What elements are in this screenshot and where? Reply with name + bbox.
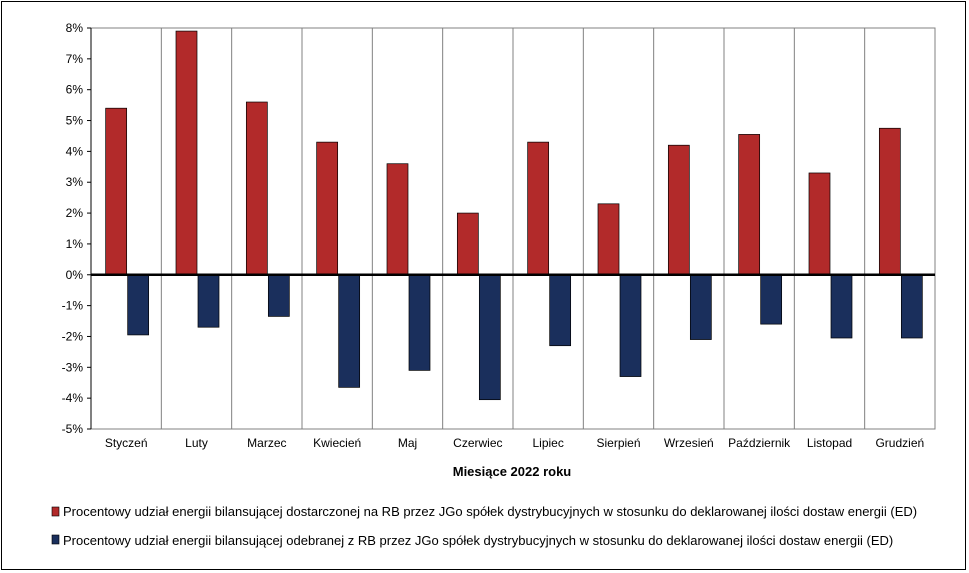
x-tick-label: Lipiec: [532, 436, 563, 450]
y-tick-label: 6%: [66, 83, 84, 97]
bar-series-2-3: [267, 274, 290, 317]
x-tick-labels: Styczeń Luty Marzec Kwiecień Maj Czerwiec Lipi…: [105, 436, 924, 450]
bar-series-1-12: [878, 127, 901, 276]
bar-series-1-9: [667, 144, 690, 276]
bar-series-1-4: [316, 141, 339, 276]
x-tick-label: Maj: [398, 436, 417, 450]
x-tick-label: Kwiecień: [313, 436, 361, 450]
x-tick-label: Marzec: [247, 436, 286, 450]
y-tick-label: 3%: [66, 175, 84, 189]
bar-series-1-8: [597, 203, 620, 276]
y-tick-label: -4%: [62, 391, 84, 405]
bar-series-2-8: [619, 274, 642, 377]
bar-series-2-6: [478, 274, 501, 401]
y-tick-label: -3%: [62, 360, 84, 374]
legend-label-series-1: Procentowy udział energii bilansującej d…: [63, 504, 917, 519]
legend: Procentowy udział energii bilansującej d…: [51, 504, 917, 548]
x-axis-label: Miesiące 2022 roku: [453, 464, 572, 479]
legend-swatch-series-1: [51, 506, 60, 517]
bar-series-2-4: [338, 274, 361, 388]
bar-series-2-11: [830, 274, 853, 339]
y-tick-label: -2%: [62, 329, 84, 343]
bar-series-1-11: [808, 172, 831, 276]
x-tick-label: Wrzesień: [664, 436, 714, 450]
bars: [90, 28, 935, 429]
x-tick-label: Grudzień: [875, 436, 924, 450]
bar-series-2-5: [408, 274, 431, 371]
y-tick-label: 1%: [66, 237, 84, 251]
bar-series-2-9: [689, 274, 712, 340]
bar-series-2-10: [760, 274, 783, 325]
bar-series-1-10: [738, 134, 761, 276]
y-tick-label: 7%: [66, 52, 84, 66]
x-tick-label: Styczeń: [105, 436, 148, 450]
legend-label-series-2: Procentowy udział energii bilansującej o…: [63, 533, 893, 548]
bar-series-2-7: [549, 274, 572, 347]
bar-series-1-5: [386, 163, 409, 276]
y-tick-label: -1%: [62, 299, 84, 313]
x-tick-label: Październik: [728, 436, 791, 450]
bar-series-1-3: [245, 101, 268, 276]
bar-series-1-7: [527, 141, 550, 276]
grid-lines: [87, 27, 936, 430]
x-tick-label: Sierpień: [596, 436, 640, 450]
y-tick-label: 8%: [66, 21, 84, 35]
x-tick-label: Czerwiec: [453, 436, 502, 450]
bar-series-2-12: [900, 274, 923, 339]
bar-series-2-2: [197, 274, 220, 328]
bar-series-1-1: [105, 107, 128, 276]
x-tick-label: Luty: [185, 436, 208, 450]
y-tick-label: 5%: [66, 114, 84, 128]
bar-series-2-1: [127, 274, 150, 336]
y-tick-label: -5%: [62, 422, 84, 436]
bar-series-1-6: [456, 212, 479, 276]
y-tick-label: 2%: [66, 206, 84, 220]
x-tick-label: Listopad: [807, 436, 852, 450]
bar-series-1-2: [175, 30, 198, 276]
y-tick-label: 0%: [66, 268, 84, 282]
y-tick-label: 4%: [66, 144, 84, 158]
y-tick-labels: 8% 7% 6% 5% 4% 3% 2% 1% 0% -1% -2% -3% -4% -5%: [62, 21, 84, 436]
legend-swatch-series-2: [51, 534, 60, 545]
